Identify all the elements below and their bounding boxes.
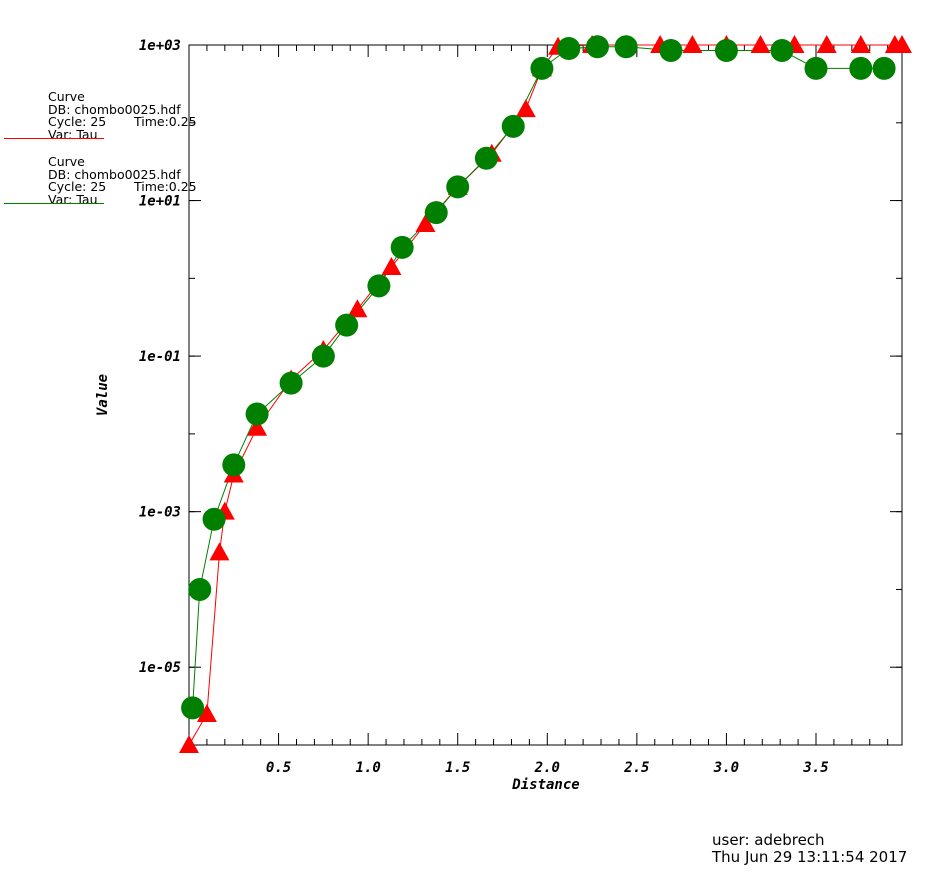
data-point-triangle: [209, 542, 230, 561]
data-point-triangle: [816, 35, 837, 53]
y-axis-ticks: 1e-05 1e-03 1e-01 1e+01 1e+03: [139, 38, 902, 746]
data-point-circle: [849, 56, 873, 80]
y-tick-label: 1e-03: [139, 505, 181, 521]
legend-entry-green: Curve DB: chombo0025.hdf Cycle: 25 Time:…: [4, 154, 258, 207]
series-lines: [188, 44, 902, 746]
data-point-triangle: [415, 213, 436, 232]
data-point-circle: [188, 577, 212, 601]
data-point-circle: [222, 453, 246, 477]
data-point-circle: [659, 38, 683, 62]
x-tick-label: 3.5: [802, 760, 828, 776]
x-tick-label: 2.5: [623, 760, 649, 776]
x-tick-label: 1.0: [355, 760, 380, 776]
plot-frame: [188, 44, 903, 746]
legend-db: DB: chombo0025.hdf: [48, 101, 181, 117]
data-point-circle: [530, 56, 554, 80]
x-tick-label: 3.0: [713, 760, 739, 776]
legend-cycle: Cycle: 25: [48, 179, 107, 194]
data-point-circle: [614, 35, 638, 59]
data-point-circle: [557, 37, 581, 61]
data-point-circle: [501, 114, 525, 138]
legend-time: Time:0.25: [134, 179, 197, 194]
legend-swatch-green: [4, 203, 104, 204]
data-point-triangle: [196, 704, 217, 723]
footer-date: Thu Jun 29 13:11:54 2017: [712, 848, 908, 866]
data-point-circle: [202, 507, 226, 531]
x-axis-title: Distance: [511, 777, 579, 793]
legend-cycle-row: Cycle: 25 Time:0.25: [48, 179, 258, 194]
legend-swatch-red: [4, 138, 104, 139]
y-axis-title: Value: [95, 374, 111, 416]
y-tick-label: 1e+01: [139, 194, 181, 210]
data-point-triangle: [381, 256, 402, 275]
data-point-circle: [424, 201, 448, 225]
y-tick-label: 1e-01: [139, 349, 181, 365]
legend-title: Curve: [48, 154, 85, 169]
data-point-triangle: [850, 35, 871, 53]
legend-var: Var: Tau: [48, 191, 98, 207]
data-point-triangle: [682, 35, 703, 53]
data-point-triangle: [892, 35, 912, 53]
data-point-triangle: [347, 299, 368, 318]
data-point-circle: [585, 35, 609, 59]
legend-var: Var: Tau: [48, 126, 98, 142]
data-point-circle: [245, 402, 269, 426]
data-point-circle: [804, 56, 828, 80]
data-point-circle: [279, 371, 303, 395]
series-line-0: [188, 44, 902, 746]
data-point-circle: [367, 274, 391, 298]
legend-title: Curve: [48, 89, 85, 104]
data-point-circle: [390, 235, 414, 259]
footer-user: user: adebrech: [712, 831, 825, 849]
legend-cycle-row: Cycle: 25 Time:0.25: [48, 114, 258, 129]
x-axis-ticks: 0.5 1.0 1.5 2.0 2.5 3.0 3.5: [206, 45, 889, 776]
data-point-triangle: [247, 417, 268, 436]
series-markers: [179, 35, 912, 753]
x-tick-label: 2.0: [534, 760, 560, 776]
legend-entry-red: Curve DB: chombo0025.hdf Cycle: 25 Time:…: [4, 89, 258, 142]
legend-cycle: Cycle: 25: [48, 114, 107, 129]
data-point-circle: [311, 344, 335, 368]
x-tick-label: 1.5: [445, 760, 470, 776]
data-point-triangle: [515, 99, 536, 118]
data-point-circle: [714, 38, 738, 62]
y-tick-label: 1e+03: [139, 38, 181, 54]
legend-time: Time:0.25: [134, 114, 197, 129]
data-point-circle: [181, 696, 205, 720]
data-point-circle: [770, 38, 794, 62]
y-tick-label: 1e-05: [139, 660, 181, 676]
footer-info: user: adebrech Thu Jun 29 13:11:54 2017: [712, 832, 907, 866]
x-tick-label: 0.5: [266, 760, 291, 776]
data-point-circle: [474, 146, 498, 170]
legend-db: DB: chombo0025.hdf: [48, 166, 181, 182]
data-point-circle: [335, 313, 359, 337]
data-point-circle: [446, 175, 470, 199]
data-point-triangle: [750, 35, 771, 53]
data-point-circle: [872, 56, 896, 80]
data-point-triangle: [179, 735, 199, 753]
